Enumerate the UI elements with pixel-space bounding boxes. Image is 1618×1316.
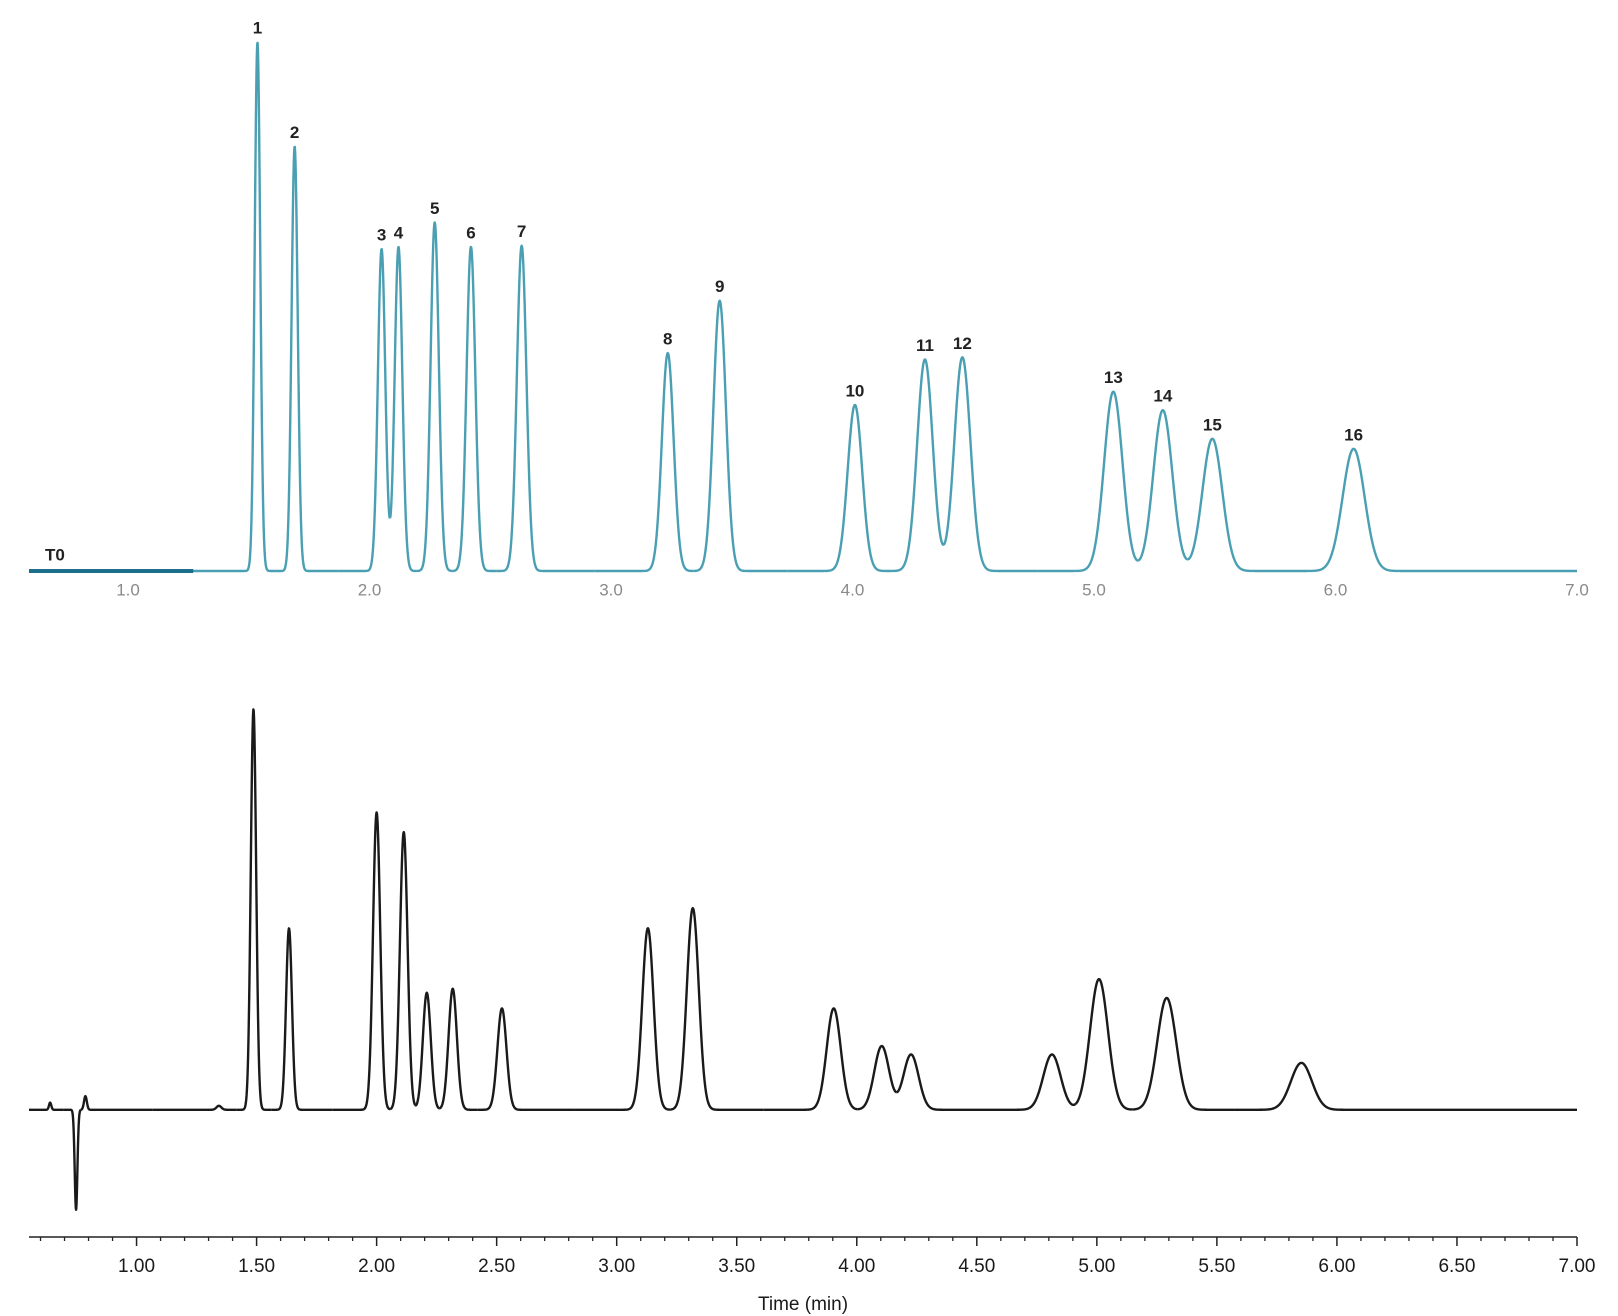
peak-trace <box>28 41 277 573</box>
peak-trace <box>388 245 418 573</box>
peak-trace <box>415 221 454 573</box>
peak-label: 15 <box>1203 415 1222 434</box>
x-axis-title: Time (min) <box>758 1294 848 1315</box>
x-tick-label: 2.0 <box>358 580 382 599</box>
peak-label: 12 <box>953 334 972 353</box>
x-tick-label: 6.50 <box>1438 1256 1475 1277</box>
peak-label: 11 <box>916 336 934 355</box>
peak-trace <box>895 1053 983 1111</box>
peak-label: 7 <box>517 222 526 241</box>
x-tick-label: 2.50 <box>478 1256 515 1277</box>
peak-trace <box>762 1007 859 1111</box>
peak-trace <box>669 907 765 1111</box>
x-tick-label: 2.00 <box>358 1256 395 1277</box>
peak-trace <box>593 351 695 573</box>
peak-trace <box>495 244 596 573</box>
peak-trace <box>980 1053 1077 1111</box>
peak-trace <box>1037 390 1139 573</box>
peak-trace <box>942 356 1039 573</box>
t0-label: T0 <box>45 545 65 564</box>
peak-trace <box>438 987 479 1111</box>
peak-trace <box>692 299 789 573</box>
peak-trace <box>331 811 392 1111</box>
peak-trace <box>79 1094 153 1111</box>
x-tick-label: 5.00 <box>1078 1256 1115 1277</box>
peak-trace <box>1282 447 1578 573</box>
x-tick-label: 7.0 <box>1565 580 1589 599</box>
peak-trace <box>270 927 334 1111</box>
peak-trace <box>62 1108 82 1211</box>
peak-trace <box>151 1104 238 1111</box>
peak-trace <box>28 1101 64 1111</box>
x-tick-label: 4.00 <box>838 1256 875 1277</box>
peak-trace <box>1137 409 1189 562</box>
x-tick-label: 7.00 <box>1559 1256 1596 1277</box>
peak-label: 8 <box>663 330 672 349</box>
peak-trace <box>1186 437 1284 573</box>
peak-trace <box>574 927 672 1111</box>
x-tick-label: 6.00 <box>1318 1256 1355 1277</box>
peak-trace <box>786 403 891 573</box>
peak-trace <box>451 245 498 573</box>
x-tick-label: 4.50 <box>958 1256 995 1277</box>
x-tick-label: 5.50 <box>1198 1256 1235 1277</box>
peak-trace <box>414 991 441 1110</box>
peak-trace <box>389 830 417 1111</box>
x-tick-label: 5.0 <box>1082 580 1106 599</box>
peak-label: 2 <box>290 123 299 142</box>
peak-trace <box>275 145 339 573</box>
peak-trace <box>476 1007 576 1111</box>
x-tick-label: 3.0 <box>599 580 623 599</box>
peak-label: 9 <box>715 277 724 296</box>
peak-trace <box>1132 996 1235 1111</box>
x-tick-label: 1.0 <box>116 580 140 599</box>
peak-label: 14 <box>1153 387 1172 406</box>
x-tick-label: 1.50 <box>238 1256 275 1277</box>
peak-label: 4 <box>394 223 404 242</box>
x-tick-label: 3.00 <box>598 1256 635 1277</box>
peak-label: 3 <box>377 225 386 244</box>
peak-trace <box>1233 1061 1578 1111</box>
peak-trace <box>889 358 945 573</box>
peak-label: 6 <box>466 223 475 242</box>
peak-trace <box>1074 977 1134 1111</box>
x-tick-label: 4.0 <box>841 580 865 599</box>
peak-label: 16 <box>1344 425 1363 444</box>
x-tick-label: 6.0 <box>1324 580 1348 599</box>
peak-label: 13 <box>1104 368 1123 387</box>
peak-trace <box>337 248 391 573</box>
peak-trace <box>856 1044 898 1111</box>
peak-label: 10 <box>845 381 864 400</box>
x-tick-label: 3.50 <box>718 1256 755 1277</box>
peak-trace <box>235 708 273 1111</box>
peak-label: 5 <box>430 199 439 218</box>
peak-label: 1 <box>253 19 262 38</box>
x-tick-label: 1.00 <box>118 1256 155 1277</box>
